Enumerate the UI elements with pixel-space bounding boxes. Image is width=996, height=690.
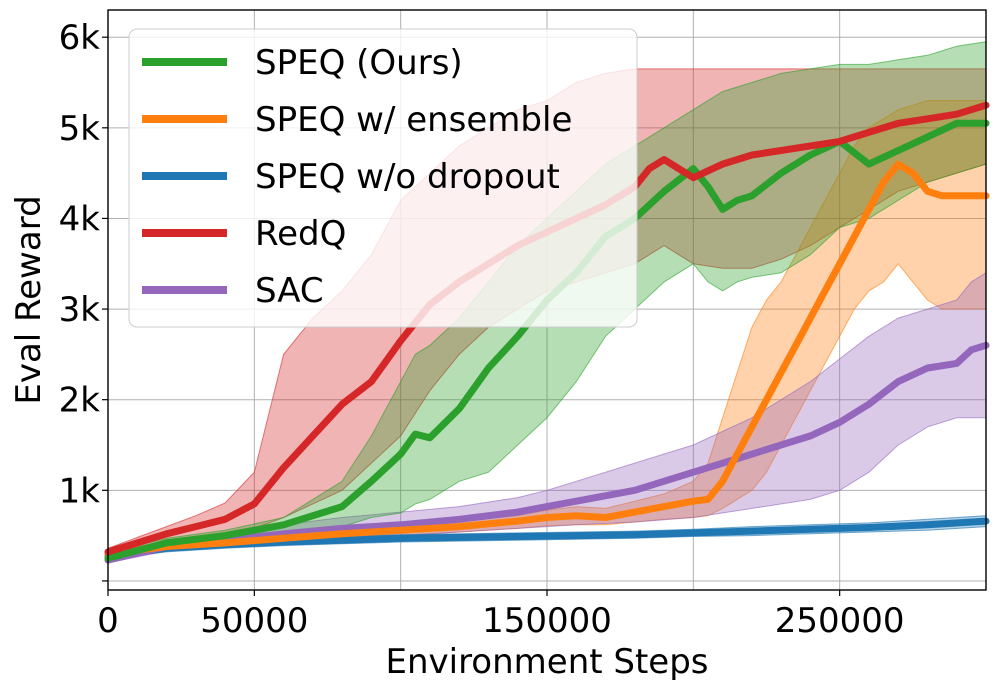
legend-label: SPEQ w/ ensemble <box>255 100 572 140</box>
sac-line <box>104 341 990 564</box>
legend-label: RedQ <box>255 214 346 254</box>
y-tick-label: 1k <box>59 471 101 511</box>
x-tick-label: 50000 <box>200 601 308 641</box>
x-axis-label: Environment Steps <box>385 642 708 682</box>
y-tick-label: 2k <box>59 381 101 421</box>
x-tick-label: 250000 <box>775 601 905 641</box>
legend-item-sac: SAC <box>142 271 324 311</box>
legend-item-redq: RedQ <box>142 214 346 254</box>
legend-item-speq-ours: SPEQ (Ours) <box>142 43 463 83</box>
axis-ticks: 0 50000 150000 250000 1k 2k 3k 4k 5k 6k <box>59 18 905 641</box>
x-tick-label: 0 <box>97 601 119 641</box>
legend-box <box>128 28 638 328</box>
x-tick-label: 150000 <box>482 601 612 641</box>
y-tick-label: 3k <box>59 290 101 330</box>
legend-label: SPEQ (Ours) <box>255 43 463 83</box>
legend-label: SAC <box>255 271 324 311</box>
speq-w-ensemble-line <box>104 160 990 558</box>
legend-label: SPEQ w/o dropout <box>255 157 560 197</box>
plot-frame <box>107 9 987 591</box>
y-axis-label: Eval Reward <box>9 195 49 404</box>
y-tick-label: 4k <box>59 199 101 239</box>
legend: SPEQ (Ours) SPEQ w/ ensemble SPEQ w/o drop… <box>128 28 638 328</box>
legend-item-speq-w-o-dropout: SPEQ w/o dropout <box>142 157 560 197</box>
y-tick-label: 6k <box>59 18 101 58</box>
legend-item-speq-w-ensemble: SPEQ w/ ensemble <box>142 100 572 140</box>
y-tick-label: 5k <box>59 109 101 149</box>
